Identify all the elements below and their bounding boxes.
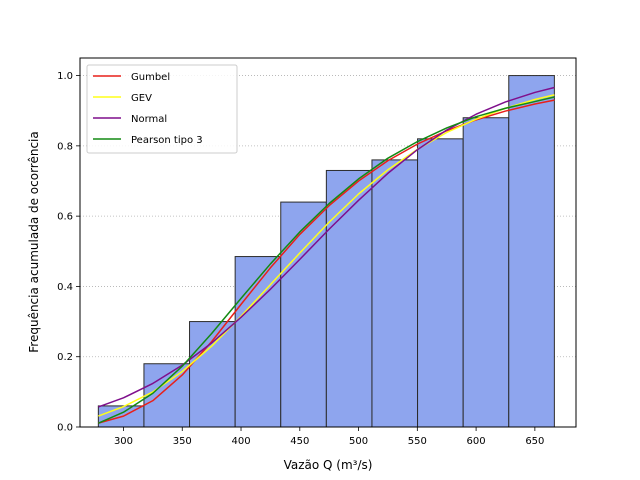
histogram-bar <box>371 159 419 428</box>
legend-box <box>86 64 238 154</box>
distribution-curves <box>98 86 555 424</box>
y-tick-label: 0.8 <box>57 141 73 152</box>
histogram-bar <box>462 117 510 428</box>
y-tick-label: 0.0 <box>57 423 73 434</box>
x-axis-title: Vazão Q (m³/s) <box>284 458 373 472</box>
y-axis-title: Frequência acumulada de ocorrência <box>27 131 41 352</box>
histogram-bar <box>325 169 373 428</box>
x-tick-label: 400 <box>231 436 250 447</box>
x-tick-label: 450 <box>290 436 309 447</box>
legend-label-gev: GEV <box>131 93 152 104</box>
series-line <box>98 86 555 408</box>
legend-label-gumbel: Gumbel <box>131 72 170 83</box>
histogram-bar <box>508 75 555 428</box>
histogram-bar <box>417 138 464 428</box>
y-axis: 0.0 0.2 0.4 0.6 0.8 1.0 <box>57 71 80 434</box>
series-line <box>98 96 555 424</box>
legend-label-normal: Normal <box>131 114 167 125</box>
x-tick-label: 300 <box>114 436 133 447</box>
x-tick-label: 550 <box>408 436 427 447</box>
series-line <box>98 94 555 417</box>
legend-label-pearson-tipo-3: Pearson tipo 3 <box>131 135 203 146</box>
x-axis: 300 350 400 450 500 550 600 650 <box>114 427 544 447</box>
x-tick-label: 350 <box>173 436 192 447</box>
histogram-bar <box>189 321 236 428</box>
x-tick-label: 600 <box>467 436 486 447</box>
x-tick-label: 650 <box>525 436 544 447</box>
histogram-bars <box>97 75 555 428</box>
y-tick-label: 0.2 <box>57 352 73 363</box>
plot-frame <box>79 57 577 428</box>
x-tick-label: 500 <box>349 436 368 447</box>
histogram-bar <box>280 201 327 428</box>
y-tick-label: 1.0 <box>57 71 73 82</box>
legend: Gumbel GEV Normal Pearson tipo 3 <box>86 64 238 154</box>
y-tick-label: 0.4 <box>57 282 73 293</box>
series-line <box>98 99 555 424</box>
y-tick-label: 0.6 <box>57 212 73 223</box>
